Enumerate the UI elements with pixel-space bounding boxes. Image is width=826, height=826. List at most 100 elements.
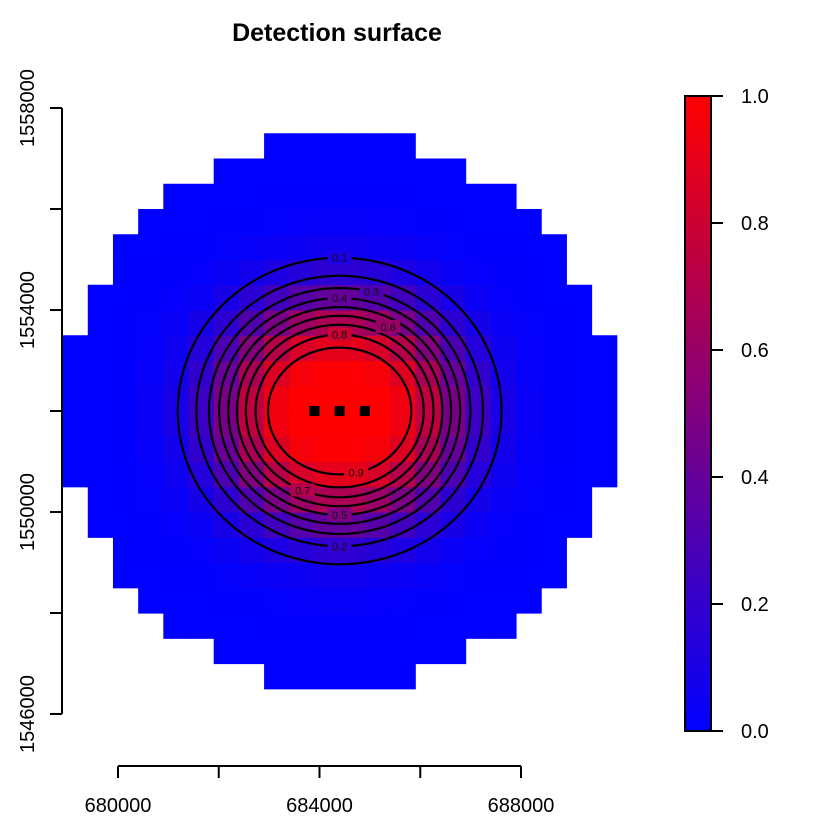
mask-cell	[541, 234, 567, 261]
contour-label: 0.3	[364, 287, 379, 299]
mask-cell	[87, 436, 114, 463]
mask-cell	[440, 234, 467, 261]
mask-cell	[87, 310, 114, 336]
mask-cell	[339, 587, 366, 614]
mask-cell	[490, 284, 517, 311]
mask-cell	[314, 360, 341, 387]
mask-cell	[566, 512, 593, 538]
mask-cell	[490, 209, 517, 235]
mask-cell	[62, 385, 89, 412]
mask-cell	[339, 183, 366, 210]
mask-cell	[112, 385, 139, 412]
mask-cell	[289, 209, 316, 235]
trap-marker	[334, 406, 345, 416]
mask-cell	[62, 360, 89, 387]
contour-line	[227, 305, 453, 517]
mask-cell	[289, 613, 316, 639]
colorbar-gradient	[684, 95, 712, 732]
mask-cell	[566, 310, 593, 336]
mask-cell	[163, 335, 190, 362]
mask-cell	[87, 512, 114, 538]
mask-cell	[541, 310, 567, 336]
mask-cell	[289, 234, 316, 261]
mask-cell	[440, 537, 467, 564]
colorbar-tick-label: 1.0	[741, 86, 769, 108]
mask-cell	[490, 461, 517, 488]
mask-cell	[163, 411, 190, 437]
mask-cell	[515, 461, 542, 488]
mask-cell	[390, 133, 416, 160]
mask-cell	[289, 360, 316, 387]
mask-cell	[591, 436, 618, 463]
mask-cell	[213, 209, 240, 235]
colorbar-tick-label: 0.4	[741, 467, 769, 489]
mask-cell	[62, 461, 89, 488]
mask-cell	[566, 461, 593, 488]
mask-cell	[289, 133, 316, 160]
mask-cell	[87, 360, 114, 387]
mask-cell	[138, 512, 164, 538]
mask-cell	[112, 411, 139, 437]
colorbar-tick-label: 0.0	[741, 721, 769, 743]
mask-cell	[515, 234, 542, 261]
mask-cell	[62, 436, 89, 463]
mask-cell	[138, 385, 164, 412]
mask-cell	[213, 562, 240, 589]
mask-cell	[390, 259, 416, 286]
mask-cell	[264, 133, 290, 160]
mask-cell	[364, 663, 391, 690]
contour-label: 0.9	[348, 468, 363, 480]
mask-cell	[213, 613, 240, 639]
mask-cell	[440, 562, 467, 589]
mask-cell	[163, 234, 190, 261]
mask-cell	[163, 183, 190, 210]
contour-label-bg	[327, 327, 352, 341]
mask-cell	[364, 158, 391, 185]
mask-cell	[62, 411, 89, 437]
mask-cell	[213, 158, 240, 185]
mask-cell	[314, 158, 341, 185]
mask-cell	[238, 537, 265, 564]
mask-cell	[264, 234, 290, 261]
mask-cell	[138, 436, 164, 463]
mask-cell	[213, 486, 240, 513]
mask-cell	[440, 486, 467, 513]
mask-cell	[490, 411, 517, 437]
mask-cell	[490, 537, 517, 564]
mask-cell	[264, 638, 290, 665]
mask-cell	[314, 259, 341, 286]
contour-label-bg	[290, 483, 315, 497]
mask-cell	[515, 209, 542, 235]
mask-cell	[264, 209, 290, 235]
mask-cell	[213, 385, 240, 412]
mask-cell	[490, 310, 517, 336]
mask-cell	[490, 335, 517, 362]
mask-cell	[440, 209, 467, 235]
contour-label: 0.6	[380, 322, 395, 334]
mask-cell	[390, 587, 416, 614]
x-tick-label: 680000	[85, 795, 152, 817]
mask-cell	[112, 234, 139, 261]
mask-cell	[541, 461, 567, 488]
mask-cell	[339, 663, 366, 690]
mask-cell	[364, 587, 391, 614]
mask-cell	[515, 436, 542, 463]
mask-cell	[213, 411, 240, 437]
mask-cell	[138, 259, 164, 286]
mask-cell	[415, 385, 441, 412]
mask-cell	[541, 537, 567, 564]
mask-cell	[188, 587, 215, 614]
mask-cell	[163, 512, 190, 538]
mask-cell	[339, 259, 366, 286]
mask-cell	[541, 486, 567, 513]
mask-cell	[364, 234, 391, 261]
mask-cell	[188, 537, 215, 564]
mask-cell	[465, 587, 492, 614]
mask-cell	[566, 335, 593, 362]
mask-cell	[490, 613, 517, 639]
mask-cell	[415, 209, 441, 235]
mask-cell	[541, 411, 567, 437]
mask-cell	[163, 310, 190, 336]
mask-cell	[138, 461, 164, 488]
